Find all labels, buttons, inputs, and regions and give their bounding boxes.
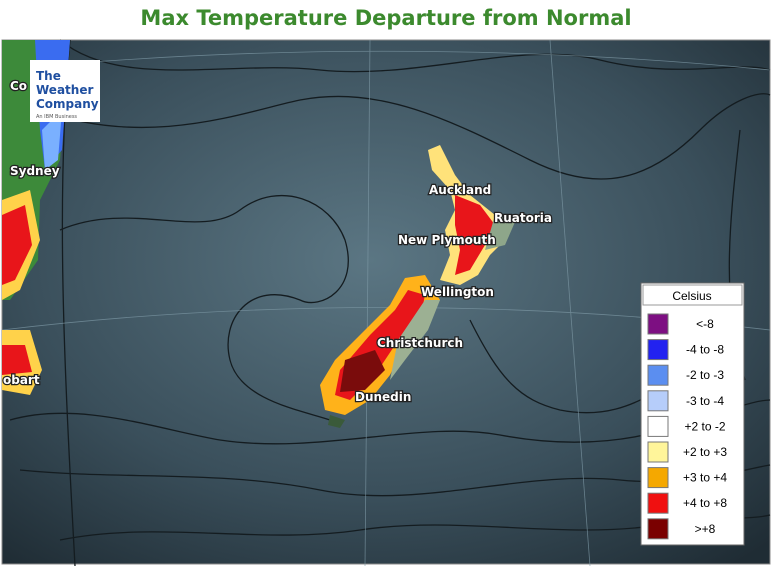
city-label: Co: [10, 79, 27, 93]
new-zealand: [320, 145, 515, 428]
logo-text: Weather: [36, 83, 93, 97]
legend-swatch: [647, 441, 669, 463]
legend-swatch: [647, 415, 669, 437]
legend-swatch: [647, 364, 669, 386]
legend-swatch: [647, 339, 669, 361]
logo: The Weather Company An IBM Business: [30, 60, 100, 122]
legend-label: -3 to -4: [686, 394, 724, 408]
legend-label: <-8: [696, 317, 714, 331]
logo-text: The: [36, 69, 61, 83]
legend-label: +4 to +8: [683, 496, 727, 510]
legend-label: +2 to -2: [684, 419, 725, 433]
legend-label: >+8: [695, 522, 716, 536]
legend-label: +3 to +4: [683, 471, 727, 485]
city-label: New Plymouth: [398, 233, 496, 247]
city-label: Dunedin: [355, 390, 411, 404]
legend: Celsius <-8 -4 to -8 -2 to -3 -3 to -4 +2 to…: [640, 282, 745, 546]
legend-label: -4 to -8: [686, 343, 724, 357]
legend-title: Celsius: [672, 289, 711, 303]
legend-swatch: [647, 518, 669, 540]
map-title: Max Temperature Departure from Normal: [140, 6, 632, 30]
legend-swatch: [647, 492, 669, 514]
legend-label: +2 to +3: [683, 445, 727, 459]
legend-swatch: [647, 390, 669, 412]
legend-swatch: [647, 313, 669, 335]
city-label: Ruatoria: [494, 211, 552, 225]
logo-subtext: An IBM Business: [36, 114, 77, 120]
city-label: obart: [3, 373, 40, 387]
logo-text: Company: [36, 97, 99, 111]
city-label: Sydney: [10, 164, 60, 178]
city-label: Christchurch: [377, 336, 463, 350]
legend-swatch: [647, 467, 669, 489]
legend-label: -2 to -3: [686, 368, 724, 382]
city-label: Wellington: [421, 285, 494, 299]
city-label: Auckland: [429, 183, 491, 197]
